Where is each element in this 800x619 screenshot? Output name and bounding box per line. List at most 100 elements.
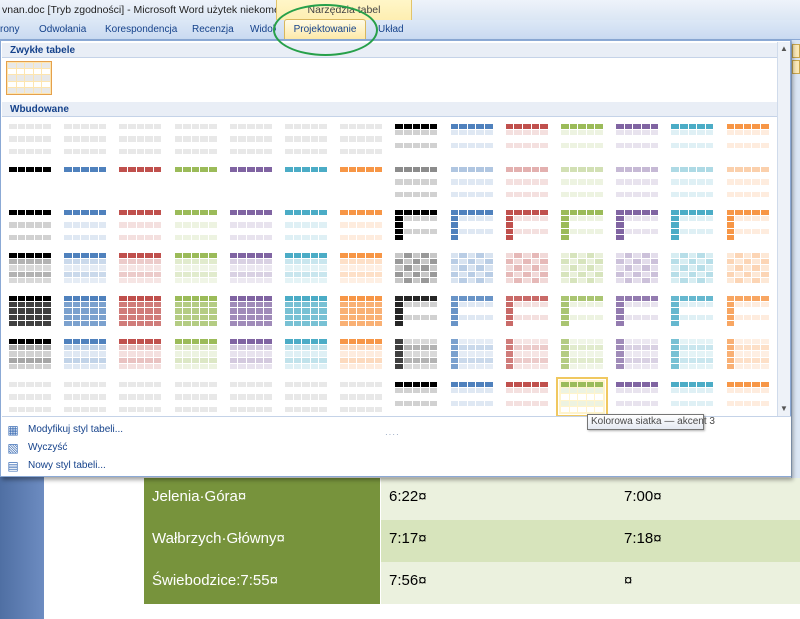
- style-thumbnail[interactable]: [725, 251, 771, 285]
- style-thumbnail[interactable]: [7, 380, 53, 414]
- style-thumbnail[interactable]: [559, 251, 605, 285]
- style-thumbnail[interactable]: [117, 380, 163, 414]
- style-thumbnail[interactable]: [725, 337, 771, 371]
- style-thumbnail[interactable]: [62, 251, 108, 285]
- style-thumbnail[interactable]: [614, 208, 660, 242]
- style-thumbnail[interactable]: [449, 122, 495, 156]
- style-thumbnail[interactable]: [559, 165, 605, 199]
- style-thumbnail[interactable]: [559, 208, 605, 242]
- style-thumbnail[interactable]: [62, 165, 108, 199]
- style-thumbnail[interactable]: [725, 165, 771, 199]
- menu-item-modify-style[interactable]: ▦ Modyfikuj styl tabeli...: [6, 422, 406, 440]
- style-thumbnail[interactable]: [504, 380, 550, 414]
- style-thumbnail[interactable]: [338, 251, 384, 285]
- style-thumbnail[interactable]: [449, 380, 495, 414]
- style-thumbnail[interactable]: [504, 251, 550, 285]
- style-thumbnail[interactable]: [62, 380, 108, 414]
- resize-grip-icon[interactable]: ····: [385, 430, 400, 439]
- scroll-down-arrow-icon[interactable]: ▼: [780, 404, 788, 413]
- style-thumbnail[interactable]: [669, 165, 715, 199]
- style-thumbnail[interactable]: [228, 165, 274, 199]
- style-thumbnail[interactable]: [725, 380, 771, 414]
- style-thumbnail[interactable]: [62, 208, 108, 242]
- style-thumbnail[interactable]: [669, 208, 715, 242]
- style-thumbnail[interactable]: [393, 165, 439, 199]
- tab-uklad[interactable]: Układ: [378, 24, 404, 35]
- style-thumbnail[interactable]: [117, 251, 163, 285]
- style-thumbnail[interactable]: [117, 337, 163, 371]
- style-thumbnail[interactable]: [338, 122, 384, 156]
- style-thumbnail[interactable]: [173, 251, 219, 285]
- style-thumbnail[interactable]: [7, 165, 53, 199]
- tab-recenzja[interactable]: Recenzja: [192, 24, 234, 35]
- gallery-scrollbar[interactable]: ▲ ▼: [777, 42, 790, 416]
- style-thumbnail[interactable]: [117, 165, 163, 199]
- style-thumbnail[interactable]: [614, 165, 660, 199]
- style-thumbnail[interactable]: [62, 337, 108, 371]
- style-thumbnail[interactable]: [669, 251, 715, 285]
- table-cell[interactable]: Jelenia·Góra¤: [144, 478, 380, 520]
- style-thumbnail[interactable]: [7, 208, 53, 242]
- style-thumbnail[interactable]: [173, 337, 219, 371]
- menu-item-clear[interactable]: ▧ Wyczyść: [6, 440, 406, 458]
- style-thumbnail[interactable]: [283, 337, 329, 371]
- style-thumbnail[interactable]: [614, 380, 660, 414]
- tab-odwolania[interactable]: Odwołania: [39, 24, 87, 35]
- style-thumbnail[interactable]: [504, 165, 550, 199]
- style-thumbnail[interactable]: [669, 380, 715, 414]
- style-thumbnail[interactable]: [173, 165, 219, 199]
- table-cell[interactable]: 7:00¤: [616, 478, 800, 520]
- ribbon-edge-button-1[interactable]: [792, 44, 800, 58]
- style-thumbnail[interactable]: [725, 122, 771, 156]
- menu-item-new-style[interactable]: ▤ Nowy styl tabeli...: [6, 458, 406, 476]
- style-thumbnail[interactable]: [117, 208, 163, 242]
- style-thumbnail[interactable]: [283, 251, 329, 285]
- table-cell[interactable]: 7:18¤: [616, 520, 800, 562]
- style-thumbnail[interactable]: [725, 294, 771, 328]
- style-thumbnail[interactable]: [393, 294, 439, 328]
- style-thumbnail[interactable]: [173, 380, 219, 414]
- style-thumbnail[interactable]: [449, 165, 495, 199]
- tab-korespondencja[interactable]: Korespondencja: [105, 24, 178, 35]
- style-thumbnail[interactable]: [228, 208, 274, 242]
- style-thumbnail[interactable]: [393, 208, 439, 242]
- style-thumbnail[interactable]: [7, 337, 53, 371]
- style-thumbnail[interactable]: [393, 122, 439, 156]
- table-cell[interactable]: 7:56¤: [380, 562, 616, 604]
- style-thumbnail[interactable]: [173, 294, 219, 328]
- style-thumbnail[interactable]: [449, 337, 495, 371]
- style-thumbnail[interactable]: [117, 294, 163, 328]
- style-thumbnail[interactable]: [338, 294, 384, 328]
- style-thumbnail[interactable]: [669, 122, 715, 156]
- style-thumbnail[interactable]: [504, 294, 550, 328]
- style-thumbnail[interactable]: [669, 337, 715, 371]
- style-thumbnail[interactable]: [338, 380, 384, 414]
- style-thumbnail[interactable]: [173, 122, 219, 156]
- style-thumbnail[interactable]: [7, 122, 53, 156]
- style-thumbnail[interactable]: [338, 337, 384, 371]
- style-thumbnail[interactable]: [559, 294, 605, 328]
- style-thumbnail[interactable]: [283, 208, 329, 242]
- style-thumbnail[interactable]: [7, 294, 53, 328]
- ribbon-edge-button-2[interactable]: [792, 60, 800, 74]
- style-thumbnail[interactable]: [117, 122, 163, 156]
- style-thumbnail[interactable]: [62, 122, 108, 156]
- style-thumbnail-plain[interactable]: [6, 61, 52, 95]
- table-cell[interactable]: Wałbrzych·Główny¤: [144, 520, 380, 562]
- style-thumbnail[interactable]: [504, 337, 550, 371]
- style-thumbnail[interactable]: [669, 294, 715, 328]
- style-thumbnail[interactable]: [283, 122, 329, 156]
- style-thumbnail[interactable]: [504, 208, 550, 242]
- style-thumbnail[interactable]: [559, 122, 605, 156]
- style-thumbnail[interactable]: [228, 251, 274, 285]
- style-thumbnail[interactable]: [449, 251, 495, 285]
- style-thumbnail[interactable]: [338, 208, 384, 242]
- style-thumbnail[interactable]: [449, 294, 495, 328]
- style-thumbnail[interactable]: [338, 165, 384, 199]
- table-cell[interactable]: 7:17¤: [380, 520, 616, 562]
- scroll-up-arrow-icon[interactable]: ▲: [780, 44, 788, 53]
- style-thumbnail[interactable]: [614, 337, 660, 371]
- style-thumbnail[interactable]: [393, 337, 439, 371]
- style-thumbnail[interactable]: [7, 251, 53, 285]
- style-thumbnail[interactable]: [228, 122, 274, 156]
